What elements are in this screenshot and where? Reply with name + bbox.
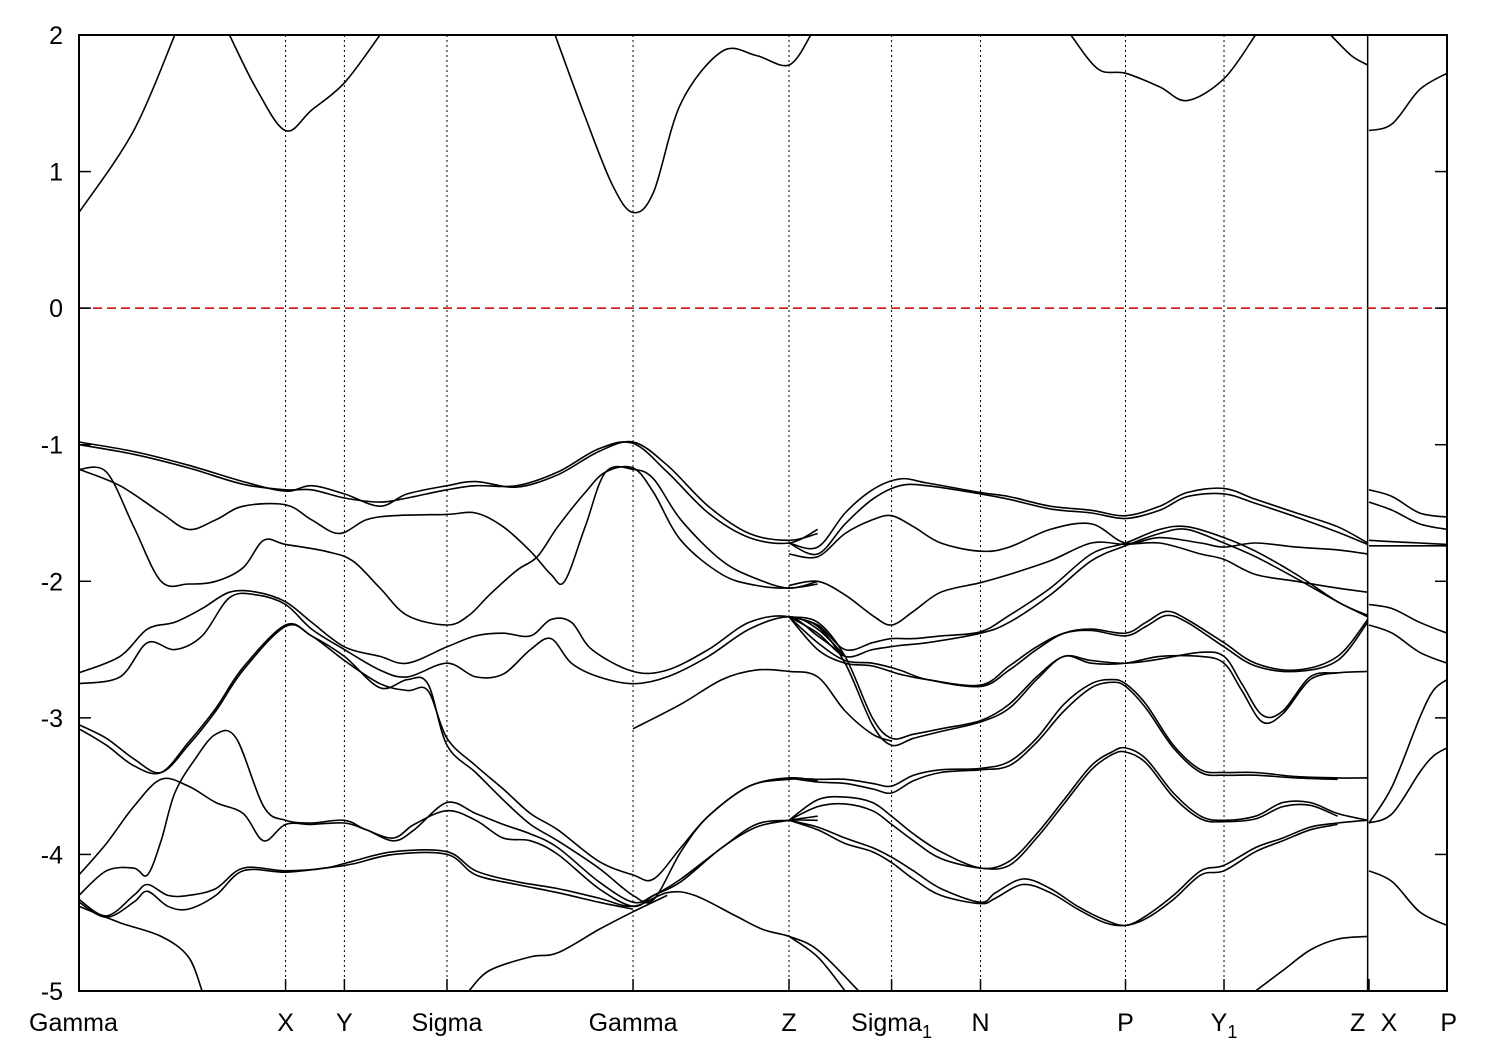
kpoint-label-text: Gamma xyxy=(589,1009,678,1037)
band-line-11 xyxy=(79,592,846,685)
band-line-47 xyxy=(1368,870,1447,927)
y-tick-label: -3 xyxy=(41,705,63,733)
band-line-16 xyxy=(79,849,860,991)
y-tick-label: 0 xyxy=(49,295,63,323)
band-line-7 xyxy=(79,441,819,545)
band-line-20 xyxy=(788,477,1369,550)
band-line-0 xyxy=(79,35,176,213)
band-line-28 xyxy=(788,616,1368,740)
kpoint-label-1: X xyxy=(277,1009,294,1037)
band-line-34 xyxy=(788,750,1338,870)
band-line-1 xyxy=(228,35,381,132)
kpoint-label-3: Sigma xyxy=(412,1009,483,1037)
band-line-6 xyxy=(79,440,818,542)
kpoint-label-text: P xyxy=(1117,1009,1134,1037)
bands-layer xyxy=(79,35,1447,991)
band-line-45 xyxy=(1368,678,1447,824)
band-line-35 xyxy=(788,819,1368,927)
y-tick-label: -5 xyxy=(41,978,63,1006)
band-line-31 xyxy=(788,678,1368,788)
kpoint-label-text: Y xyxy=(336,1009,353,1037)
band-line-21 xyxy=(788,483,1368,556)
band-line-44 xyxy=(1368,624,1447,664)
band-line-36 xyxy=(788,819,1338,927)
kpoint-label-5: Z xyxy=(781,1009,796,1037)
band-line-22 xyxy=(788,514,1368,559)
y-tick-label: -2 xyxy=(41,568,63,596)
band-line-38 xyxy=(1255,935,1368,991)
band-line-23 xyxy=(788,541,1368,626)
kpoint-label-10: Z xyxy=(1350,1009,1365,1037)
y-tick-label: -4 xyxy=(41,841,63,869)
kpoint-label-text: Gamma xyxy=(29,1009,118,1037)
band-line-33 xyxy=(788,746,1368,870)
band-line-29 xyxy=(788,616,1338,747)
kpoint-label-text: Y xyxy=(1211,1009,1228,1037)
band-line-8 xyxy=(79,465,818,589)
kpoint-label-0: Gamma xyxy=(29,1009,118,1037)
kpoint-gridlines xyxy=(285,35,1369,991)
band-line-37 xyxy=(788,935,846,991)
band-line-25 xyxy=(788,528,1369,658)
band-line-17 xyxy=(79,851,634,919)
band-line-19 xyxy=(468,894,668,991)
band-line-40 xyxy=(1368,501,1447,531)
kpoint-label-subscript: 1 xyxy=(1227,1022,1237,1042)
band-line-30 xyxy=(632,668,892,742)
band-line-27 xyxy=(788,614,1369,687)
kpoint-label-12: P xyxy=(1440,1009,1457,1037)
band-line-2 xyxy=(554,35,812,214)
band-line-3 xyxy=(1070,35,1257,102)
kpoint-label-text: X xyxy=(1381,1009,1398,1037)
band-line-41 xyxy=(1368,539,1447,546)
band-line-24 xyxy=(788,525,1369,652)
band-line-4 xyxy=(1330,35,1369,66)
band-line-43 xyxy=(1368,603,1447,634)
kpoint-label-11: X xyxy=(1381,1009,1398,1037)
kpoint-label-text: Z xyxy=(1350,1009,1365,1037)
y-axis: 2 1 0 -1 -2 -3 -4 -5 xyxy=(41,22,1447,1006)
kpoint-label-subscript: 1 xyxy=(922,1022,932,1042)
band-line-39 xyxy=(1368,489,1447,518)
plot-frame xyxy=(78,34,1448,992)
band-line-10 xyxy=(79,589,846,675)
kpoint-label-text: Z xyxy=(781,1009,796,1037)
kpoint-label-8: P xyxy=(1117,1009,1134,1037)
band-line-46 xyxy=(1368,747,1447,824)
kpoint-label-text: Sigma xyxy=(412,1009,483,1037)
band-line-15 xyxy=(79,729,818,908)
band-line-14 xyxy=(79,777,818,904)
kpoint-label-text: N xyxy=(971,1009,989,1037)
kpoint-label-text: Sigma xyxy=(851,1009,922,1037)
kpoint-label-text: X xyxy=(277,1009,294,1037)
kpoint-label-4: Gamma xyxy=(589,1009,678,1037)
band-line-18 xyxy=(79,905,203,991)
y-tick-label: -1 xyxy=(41,432,63,460)
kpoint-label-9: Y1 xyxy=(1211,1009,1238,1042)
band-line-32 xyxy=(788,681,1338,795)
kpoint-label-2: Y xyxy=(336,1009,353,1037)
kpoint-label-text: P xyxy=(1440,1009,1457,1037)
x-axis: Gamma X Y Sigma Gamma Z Sigma1 N P Y1 Z X P xyxy=(29,979,1457,1042)
band-line-26 xyxy=(788,610,1369,688)
band-line-5 xyxy=(1368,72,1447,132)
kpoint-label-7: N xyxy=(971,1009,989,1037)
band-line-9 xyxy=(79,465,818,626)
y-tick-label: 2 xyxy=(49,22,63,50)
kpoint-label-6: Sigma1 xyxy=(851,1009,932,1042)
band-line-13 xyxy=(79,622,818,904)
y-tick-label: 1 xyxy=(49,159,63,187)
